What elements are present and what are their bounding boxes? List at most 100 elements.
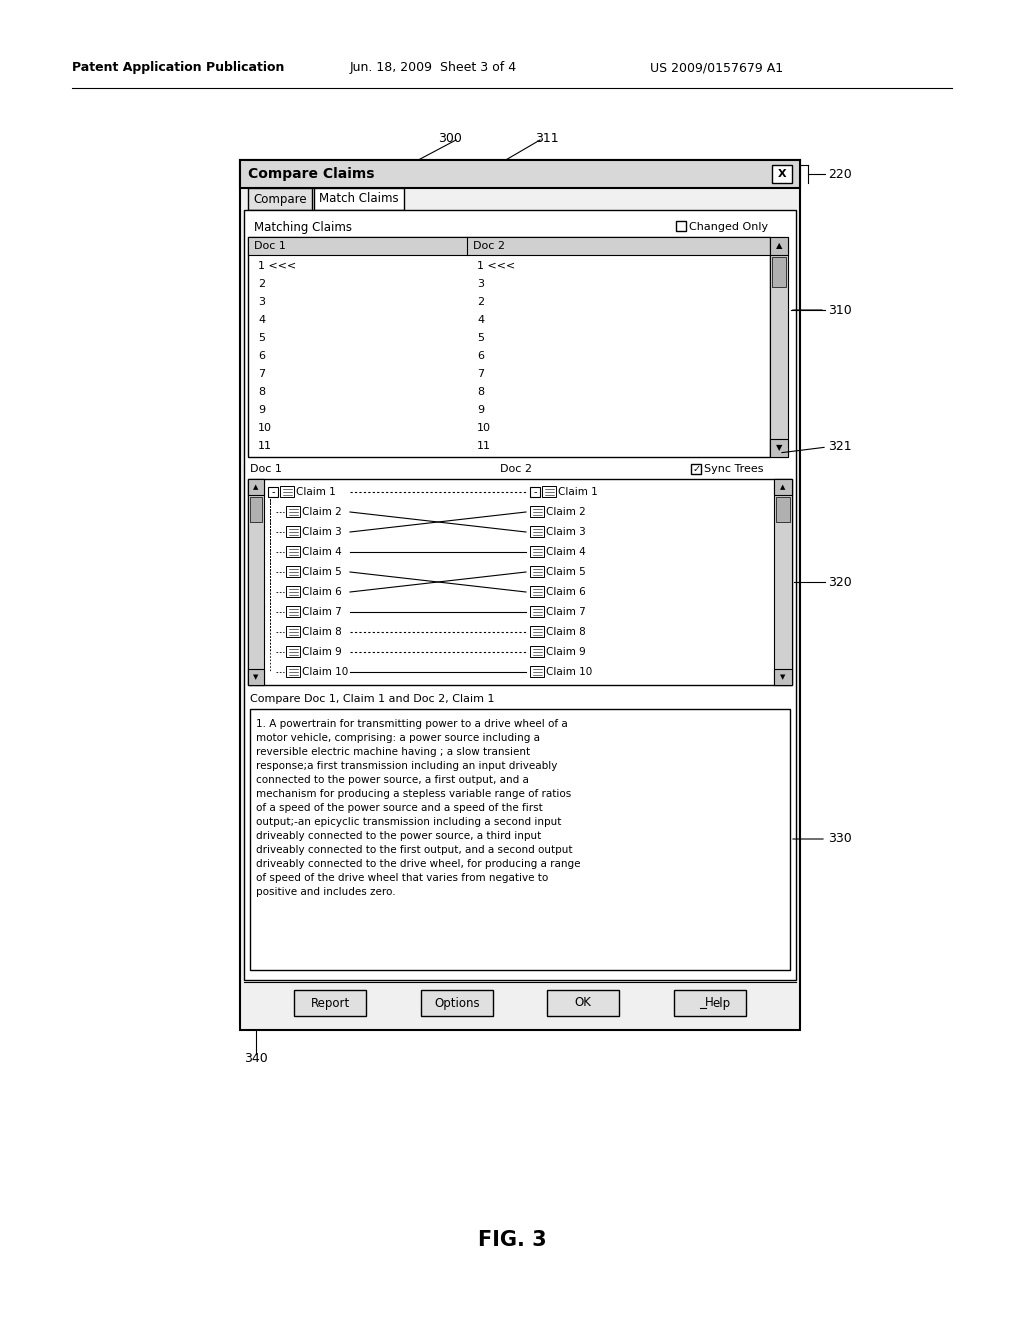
Text: driveably connected to the drive wheel, for producing a range: driveably connected to the drive wheel, … xyxy=(256,859,581,869)
Bar xyxy=(772,257,786,286)
Text: 320: 320 xyxy=(828,576,852,589)
Text: Sync Trees: Sync Trees xyxy=(705,465,764,474)
Text: Claim 8: Claim 8 xyxy=(546,627,586,638)
Text: 321: 321 xyxy=(828,441,852,454)
Text: Claim 2: Claim 2 xyxy=(546,507,586,517)
Bar xyxy=(248,238,770,457)
Text: Doc 2: Doc 2 xyxy=(473,242,505,251)
Text: Claim 4: Claim 4 xyxy=(302,546,342,557)
Bar xyxy=(542,486,556,498)
Bar xyxy=(674,990,745,1016)
Text: Compare: Compare xyxy=(253,193,307,206)
Text: Claim 7: Claim 7 xyxy=(546,607,586,616)
Text: 330: 330 xyxy=(828,833,852,846)
Text: 310: 310 xyxy=(828,304,852,317)
Bar xyxy=(248,669,264,685)
Bar xyxy=(286,606,300,616)
Bar xyxy=(530,645,544,657)
Text: 220: 220 xyxy=(828,168,852,181)
Text: driveably connected to the first output, and a second output: driveably connected to the first output,… xyxy=(256,845,572,855)
Bar xyxy=(530,506,544,517)
Bar xyxy=(530,667,544,677)
Bar xyxy=(286,586,300,597)
Bar xyxy=(248,238,770,255)
Text: 300: 300 xyxy=(438,132,462,145)
Text: X: X xyxy=(777,169,786,180)
Bar xyxy=(240,160,800,187)
Text: 4: 4 xyxy=(477,315,484,325)
Text: elp: elp xyxy=(713,997,731,1010)
Text: 311: 311 xyxy=(535,132,559,145)
Text: 11: 11 xyxy=(258,441,272,451)
Text: OK: OK xyxy=(574,997,592,1010)
Text: Claim 10: Claim 10 xyxy=(302,667,348,677)
Bar xyxy=(280,486,294,498)
Bar xyxy=(295,990,367,1016)
Text: Doc 2: Doc 2 xyxy=(500,465,532,474)
Bar xyxy=(286,546,300,557)
Bar xyxy=(248,479,792,685)
Text: motor vehicle, comprising: a power source including a: motor vehicle, comprising: a power sourc… xyxy=(256,733,540,743)
Bar xyxy=(770,440,788,457)
Bar xyxy=(770,238,788,255)
Text: Claim 5: Claim 5 xyxy=(302,568,342,577)
Bar xyxy=(286,645,300,657)
Text: Claim 6: Claim 6 xyxy=(302,587,342,597)
Text: Report: Report xyxy=(310,997,350,1010)
Text: connected to the power source, a first output, and a: connected to the power source, a first o… xyxy=(256,775,528,785)
Text: FIG. 3: FIG. 3 xyxy=(477,1230,547,1250)
Bar xyxy=(314,187,404,210)
Text: 7: 7 xyxy=(477,370,484,379)
Text: 6: 6 xyxy=(258,351,265,360)
Text: 340: 340 xyxy=(244,1052,267,1064)
Bar xyxy=(248,187,312,210)
Text: Compare Claims: Compare Claims xyxy=(248,168,375,181)
Text: US 2009/0157679 A1: US 2009/0157679 A1 xyxy=(650,62,783,74)
Text: 8: 8 xyxy=(258,387,265,397)
Text: 10: 10 xyxy=(258,422,272,433)
Bar xyxy=(286,626,300,638)
Bar xyxy=(240,160,800,1030)
Bar xyxy=(530,586,544,597)
Bar xyxy=(286,566,300,577)
Text: response;a first transmission including an input driveably: response;a first transmission including … xyxy=(256,762,557,771)
Text: Matching Claims: Matching Claims xyxy=(254,220,352,234)
Text: ▲: ▲ xyxy=(780,484,785,490)
Bar xyxy=(250,709,790,970)
Text: output;-an epicyclic transmission including a second input: output;-an epicyclic transmission includ… xyxy=(256,817,561,828)
Text: Claim 1: Claim 1 xyxy=(558,487,598,498)
Bar xyxy=(244,210,796,979)
Text: ▲: ▲ xyxy=(776,242,782,251)
Text: Claim 8: Claim 8 xyxy=(302,627,342,638)
Text: -: - xyxy=(271,487,274,498)
Text: Claim 7: Claim 7 xyxy=(302,607,342,616)
Text: ▲: ▲ xyxy=(253,484,259,490)
Bar xyxy=(250,498,262,521)
Text: Claim 4: Claim 4 xyxy=(546,546,586,557)
Text: Compare Doc 1, Claim 1 and Doc 2, Claim 1: Compare Doc 1, Claim 1 and Doc 2, Claim … xyxy=(250,694,495,704)
Bar xyxy=(248,479,264,685)
Text: of a speed of the power source and a speed of the first: of a speed of the power source and a spe… xyxy=(256,803,543,813)
Bar xyxy=(286,525,300,537)
Text: Claim 3: Claim 3 xyxy=(546,527,586,537)
Text: 5: 5 xyxy=(258,333,265,343)
Text: 1 <<<: 1 <<< xyxy=(258,261,296,271)
Text: ✓: ✓ xyxy=(693,465,701,474)
Text: ▼: ▼ xyxy=(776,444,782,453)
Text: Doc 1: Doc 1 xyxy=(250,465,282,474)
Bar xyxy=(530,626,544,638)
Bar xyxy=(547,990,620,1016)
Text: 4: 4 xyxy=(258,315,265,325)
Text: Jun. 18, 2009  Sheet 3 of 4: Jun. 18, 2009 Sheet 3 of 4 xyxy=(350,62,517,74)
Text: of speed of the drive wheel that varies from negative to: of speed of the drive wheel that varies … xyxy=(256,873,548,883)
Text: Claim 9: Claim 9 xyxy=(546,647,586,657)
Bar xyxy=(530,525,544,537)
Text: driveably connected to the power source, a third input: driveably connected to the power source,… xyxy=(256,832,542,841)
Bar xyxy=(530,566,544,577)
Text: H: H xyxy=(706,997,714,1010)
Text: Claim 3: Claim 3 xyxy=(302,527,342,537)
Bar xyxy=(774,669,792,685)
Text: Claim 9: Claim 9 xyxy=(302,647,342,657)
Text: 2: 2 xyxy=(258,279,265,289)
Bar xyxy=(286,667,300,677)
